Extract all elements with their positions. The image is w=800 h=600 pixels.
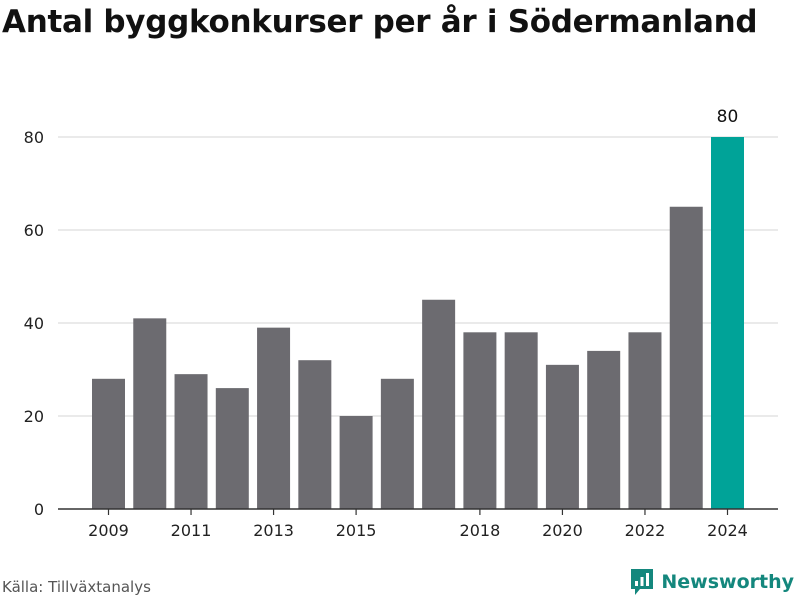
- bar-2015: [339, 416, 373, 509]
- data-label: 80: [717, 107, 739, 127]
- y-tick-label: 40: [24, 314, 44, 333]
- x-tick-label: 2018: [460, 521, 501, 540]
- bar-2020: [545, 364, 579, 509]
- x-tick-label: 2022: [625, 521, 666, 540]
- x-tick-label: 2009: [88, 521, 129, 540]
- x-tick-label: 2015: [336, 521, 377, 540]
- data-labels: 80: [717, 107, 739, 127]
- bar-2024: [711, 137, 744, 509]
- bar-2017: [422, 299, 456, 509]
- bar-2012: [215, 388, 249, 509]
- bar-2018: [463, 332, 497, 509]
- bar-2009: [92, 378, 125, 509]
- bar-2023: [669, 206, 703, 509]
- brand-name: Newsworthy: [661, 571, 794, 593]
- y-tick-label: 0: [34, 500, 44, 519]
- x-tick-label: 2024: [707, 521, 748, 540]
- chart-title: Antal byggkonkurser per år i Södermanlan…: [2, 4, 758, 40]
- bar-2013: [257, 327, 291, 509]
- newsworthy-logo-icon: [631, 569, 654, 595]
- bar-2019: [504, 332, 538, 509]
- x-tick-label: 2013: [253, 521, 294, 540]
- bars: [92, 137, 744, 509]
- y-tick-label: 80: [24, 128, 44, 147]
- brand-logo: Newsworthy: [630, 568, 794, 596]
- bar-2022: [628, 332, 662, 509]
- x-tick-label: 2020: [542, 521, 583, 540]
- source-note: Källa: Tillväxtanalys: [2, 578, 151, 596]
- y-axis-ticks: 0 20 40 60 80: [24, 128, 44, 519]
- bar-2021: [587, 350, 621, 509]
- x-axis: 2009 2011 2013 2015 2018 2020 2022 2024: [58, 508, 778, 540]
- x-tick-label: 2011: [171, 521, 212, 540]
- bar-2010: [133, 318, 167, 509]
- bar-2011: [174, 374, 208, 509]
- bar-2014: [298, 360, 332, 509]
- y-tick-label: 20: [24, 407, 44, 426]
- y-tick-label: 60: [24, 221, 44, 240]
- bar-2016: [380, 378, 414, 509]
